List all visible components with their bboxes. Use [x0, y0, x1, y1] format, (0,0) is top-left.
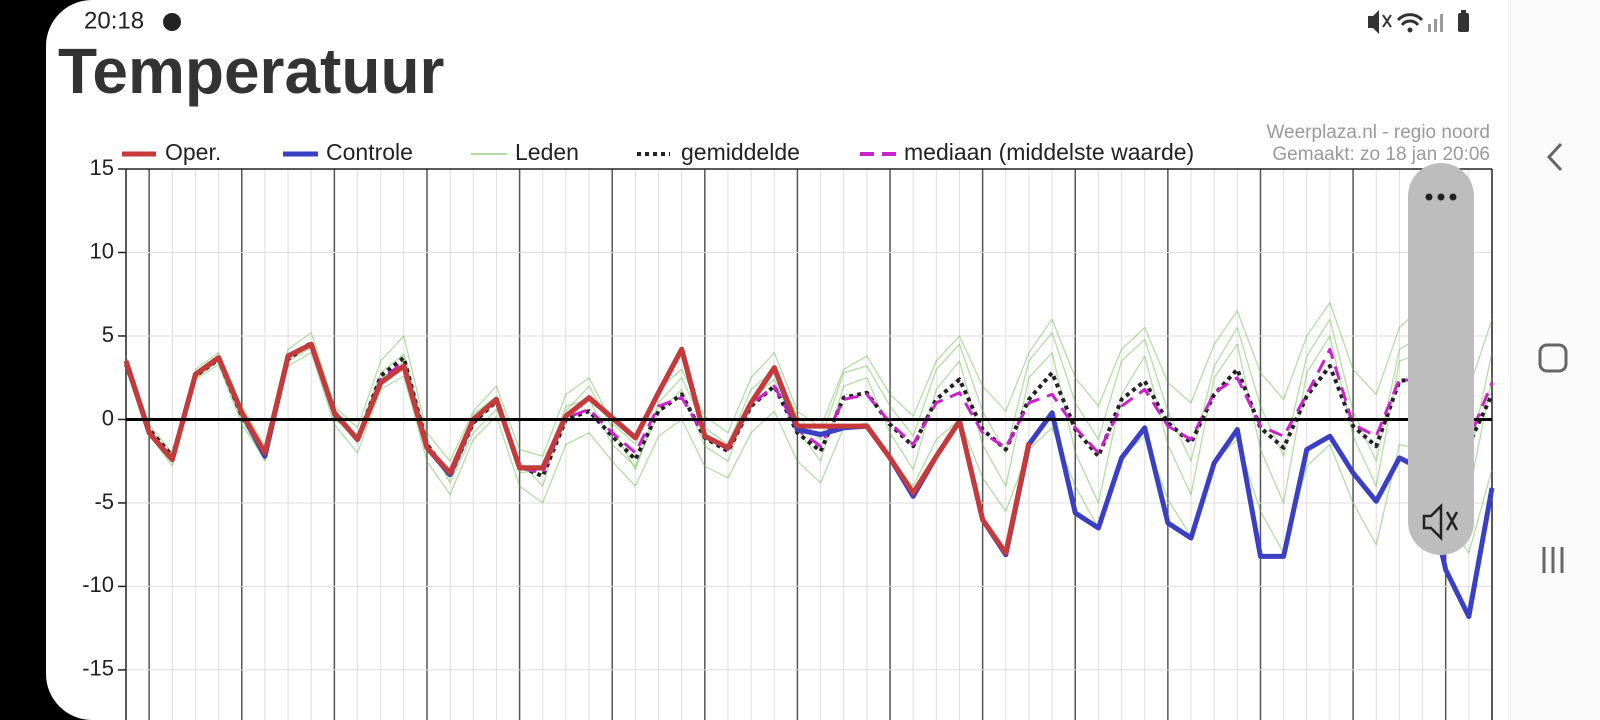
status-time: 20:18 — [84, 7, 144, 34]
legend-label: Oper. — [165, 139, 221, 165]
series-line — [124, 340, 1494, 479]
legend-label: gemiddelde — [681, 139, 800, 165]
y-tick-label: -15 — [82, 656, 114, 681]
y-tick-label: 10 — [90, 238, 114, 263]
page-title: Temperatuur — [58, 35, 444, 107]
y-tick-label: 5 — [102, 322, 114, 347]
volume-panel[interactable] — [1408, 163, 1474, 555]
navigation-bar — [1510, 0, 1600, 720]
legend-label: mediaan (middelste waarde) — [904, 139, 1194, 165]
y-tick-label: 0 — [102, 405, 114, 430]
more-button[interactable] — [1425, 193, 1457, 201]
legend-label: Controle — [326, 139, 413, 165]
created-note: Gemaakt: zo 18 jan 20:06 — [1272, 144, 1490, 165]
source-note: Weerplaza.nl - regio noord — [1266, 122, 1490, 143]
y-tick-label: 15 — [90, 155, 114, 180]
member-line — [125, 352, 1493, 554]
back-button[interactable] — [1546, 142, 1563, 172]
series-line — [123, 341, 1032, 556]
status-icon — [163, 10, 1469, 34]
y-tick-label: -10 — [82, 572, 114, 597]
legend-label: Leden — [515, 139, 579, 165]
mute-button[interactable] — [1422, 502, 1459, 542]
recents-button[interactable] — [1542, 547, 1564, 573]
y-tick-label: -5 — [94, 489, 114, 514]
home-button[interactable] — [1538, 343, 1568, 373]
